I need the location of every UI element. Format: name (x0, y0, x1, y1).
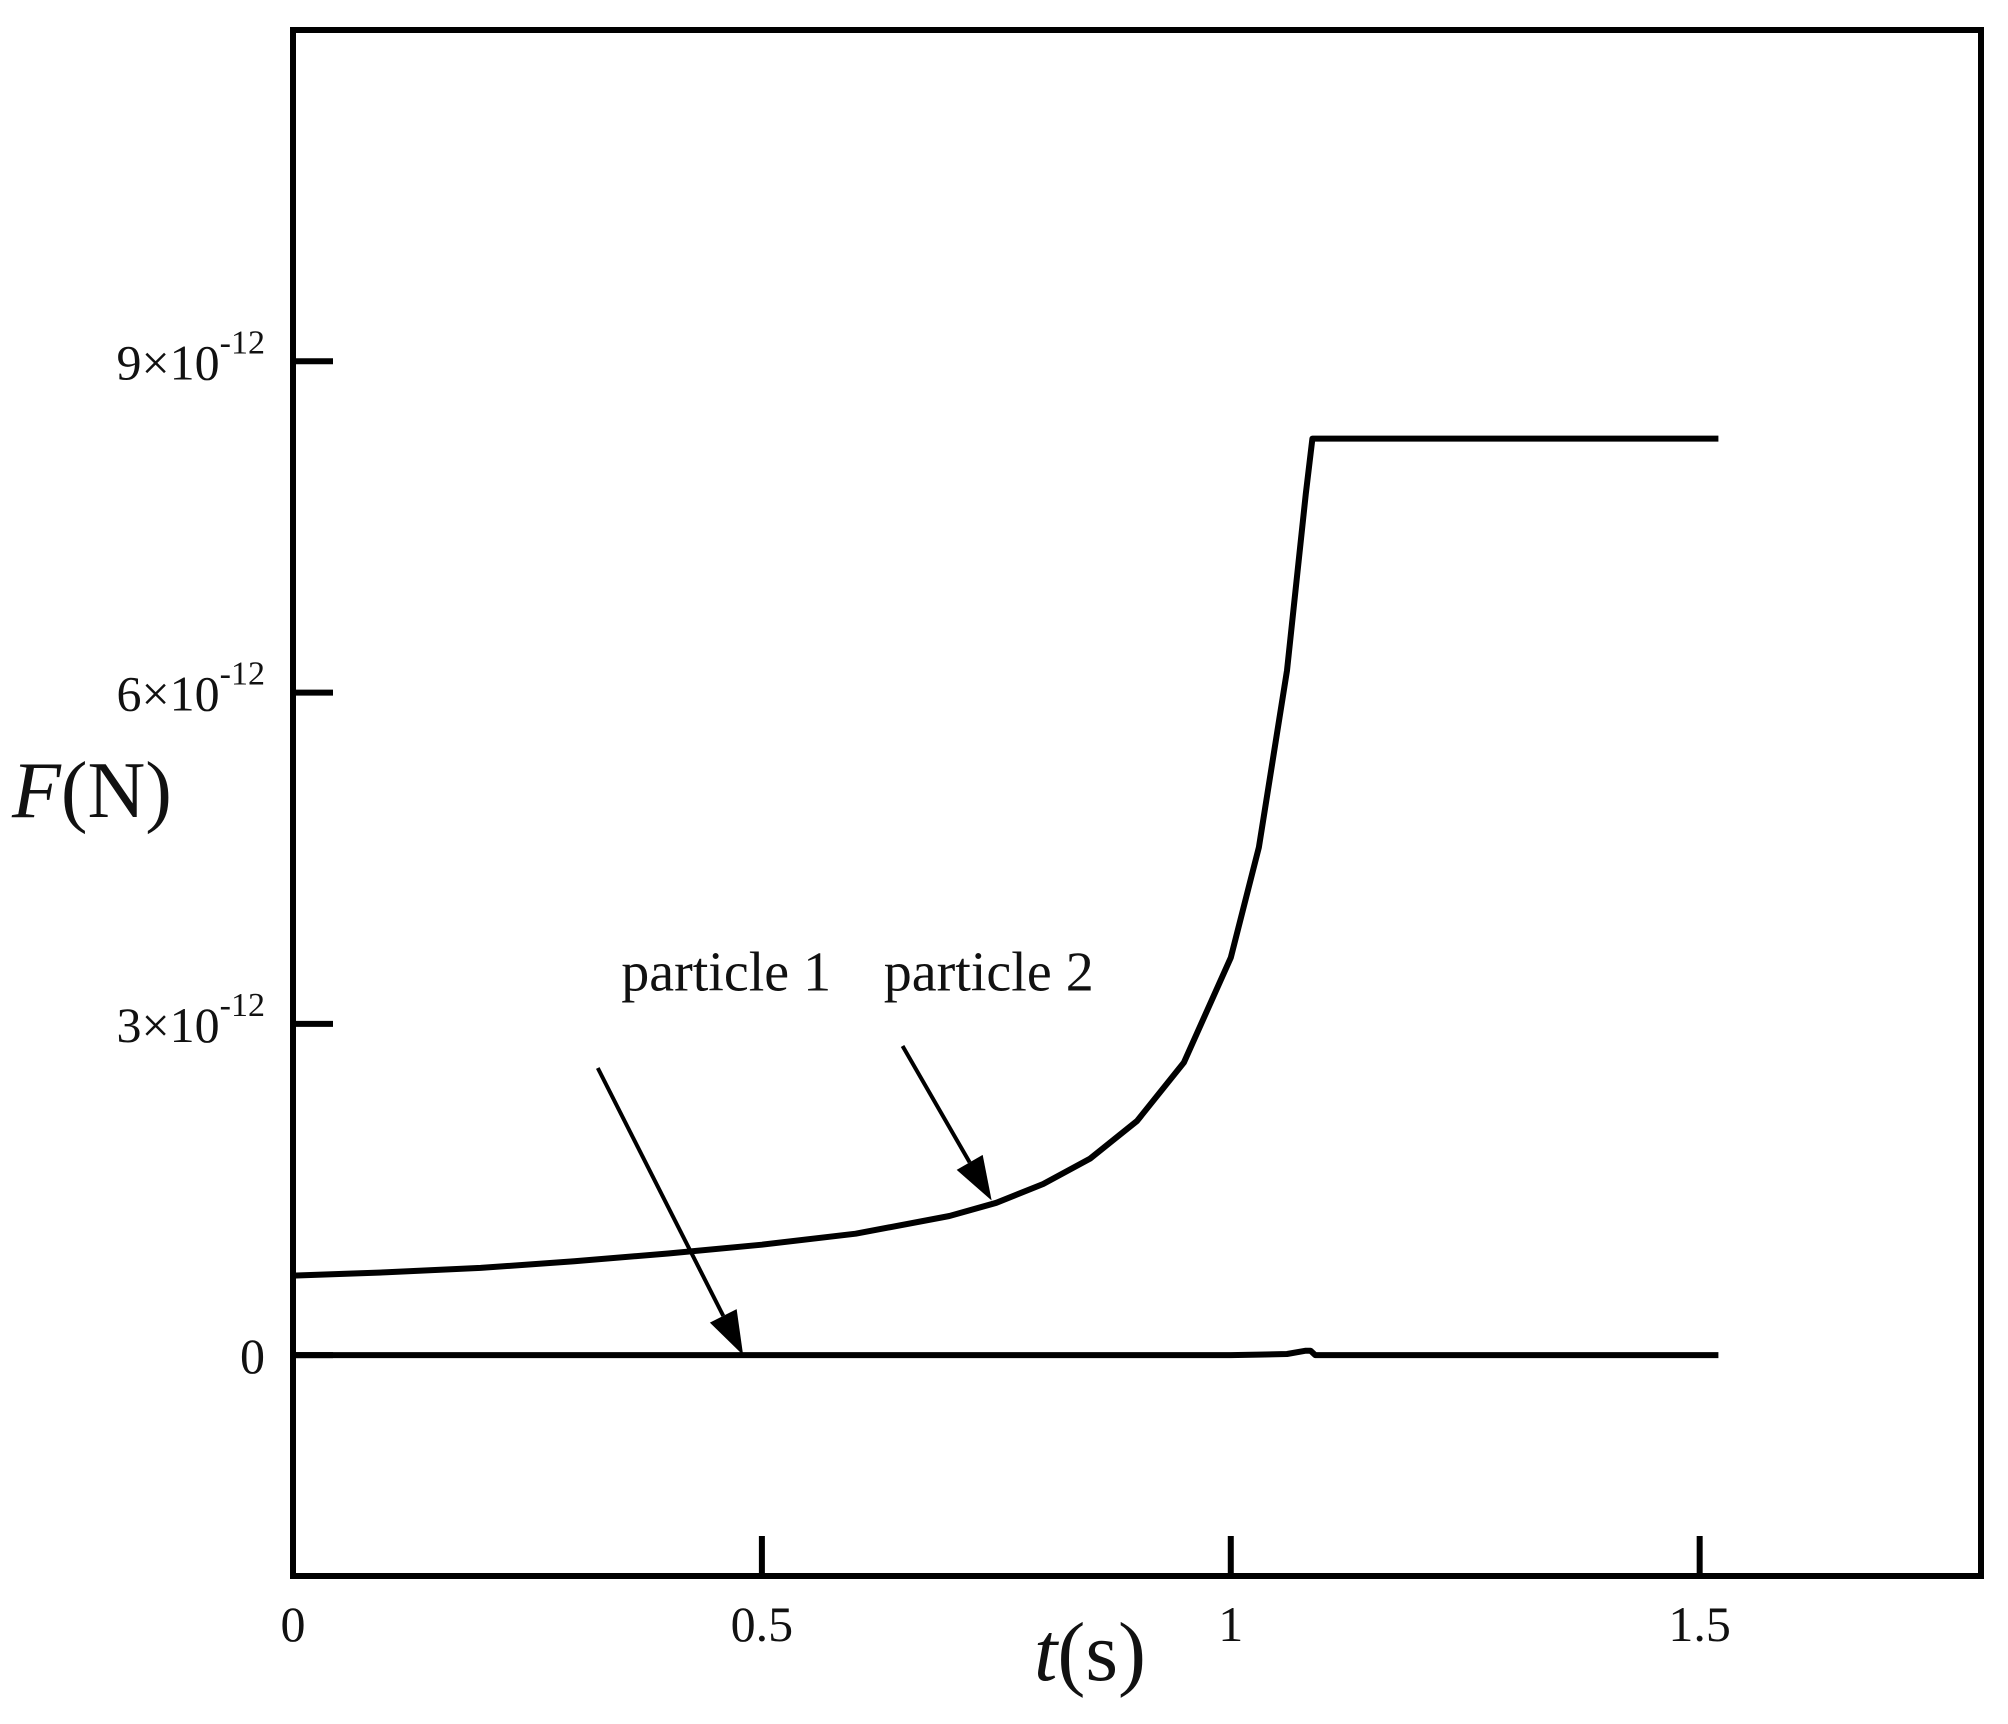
y-tick-exponent: -12 (220, 656, 265, 693)
y-tick-mantissa: 6 (116, 666, 141, 722)
series-line-1 (293, 1347, 1719, 1359)
y-tick-label: 0 (240, 1328, 265, 1384)
y-axis-unit: (N) (61, 747, 172, 835)
annotation-arrow-shaft (595, 1067, 726, 1317)
y-tick-exponent: -12 (220, 987, 265, 1024)
annotation-arrow-head (709, 1309, 744, 1356)
plot-frame (290, 27, 1984, 1579)
y-tick-times: ×10 (141, 666, 219, 722)
y-tick-mantissa: 9 (116, 334, 141, 390)
y-axis-label: F(N) (11, 747, 172, 835)
series-line-2 (292, 435, 1719, 1279)
y-tick-times: ×10 (141, 334, 219, 390)
y-tick-times: ×10 (141, 997, 219, 1053)
x-tick-label: 1 (1218, 1596, 1243, 1652)
x-tick-label: 1.5 (1668, 1596, 1731, 1652)
annotation-arrow-shaft (900, 1044, 972, 1164)
y-tick-label: 3×10-12 (116, 987, 265, 1053)
annotation-arrow-head (956, 1154, 992, 1201)
x-axis-variable: t (1034, 1606, 1060, 1699)
x-tick-label: 0.5 (731, 1596, 794, 1652)
x-axis-unit: (s) (1057, 1606, 1146, 1699)
y-tick-label: 6×10-12 (116, 656, 265, 722)
y-tick-exponent: -12 (220, 324, 265, 361)
x-tick-label: 0 (281, 1596, 306, 1652)
y-tick-label: 9×10-12 (116, 324, 265, 390)
y-tick-mantissa: 3 (116, 997, 141, 1053)
y-axis-variable: F (11, 747, 62, 835)
x-axis-label: t(s) (1034, 1606, 1146, 1699)
annotation-label: particle 1 (621, 942, 831, 1004)
annotation-label: particle 2 (884, 942, 1094, 1004)
